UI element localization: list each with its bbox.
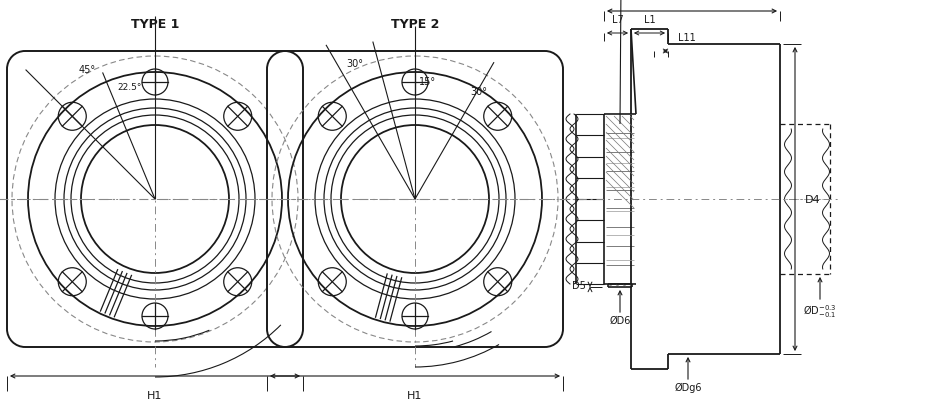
Text: 30°: 30° [470,87,487,97]
Text: H1: H1 [407,390,423,400]
Text: ØDg6: ØDg6 [674,382,702,392]
Text: 30°: 30° [347,59,363,69]
Text: L2: L2 [685,0,699,2]
Text: TYPE 1: TYPE 1 [130,18,179,31]
Text: D4: D4 [805,194,820,205]
Text: L11: L11 [678,33,696,43]
Text: TYPE 2: TYPE 2 [391,18,439,31]
Text: H1: H1 [147,390,163,400]
Text: ØD6: ØD6 [610,315,631,325]
Text: L7: L7 [611,15,624,25]
Text: D5: D5 [572,281,586,291]
Text: ØD$^{-0.3}_{-0.1}$: ØD$^{-0.3}_{-0.1}$ [803,302,837,319]
Text: L1: L1 [644,15,655,25]
Text: 45°: 45° [78,65,96,75]
Text: 22.5°: 22.5° [117,83,142,92]
Text: 15°: 15° [419,77,436,87]
